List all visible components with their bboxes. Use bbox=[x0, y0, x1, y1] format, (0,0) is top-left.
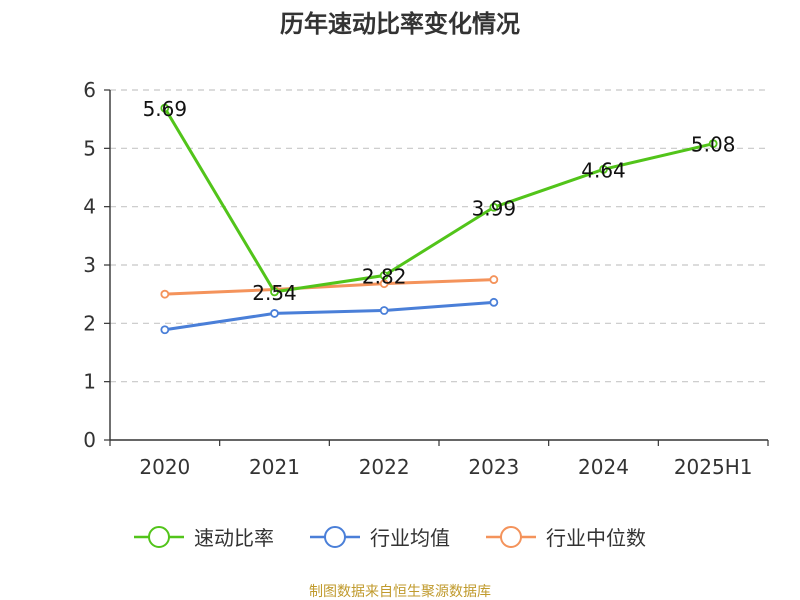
data-point[interactable] bbox=[708, 139, 718, 149]
series-line bbox=[164, 278, 494, 296]
y-tick-label: 4 bbox=[83, 195, 96, 219]
data-label: 2.82 bbox=[362, 265, 407, 289]
data-label: 4.64 bbox=[581, 158, 626, 182]
grid-lines bbox=[110, 89, 768, 383]
legend-label: 行业均值 bbox=[370, 526, 450, 550]
data-point[interactable] bbox=[160, 103, 170, 113]
x-tick-label: 2025H1 bbox=[674, 455, 753, 479]
x-tick-label: 2021 bbox=[249, 455, 300, 479]
x-tick-label: 2020 bbox=[139, 455, 190, 479]
legend-item[interactable]: 速动比率 bbox=[134, 526, 274, 550]
data-point[interactable] bbox=[270, 309, 279, 318]
data-point[interactable] bbox=[489, 275, 499, 284]
data-point[interactable] bbox=[379, 306, 389, 315]
legend-marker bbox=[324, 526, 346, 548]
data-point[interactable] bbox=[599, 164, 608, 174]
legend-item[interactable]: 行业中位数 bbox=[486, 526, 646, 550]
data-point[interactable] bbox=[489, 297, 499, 307]
data-point[interactable] bbox=[379, 271, 389, 280]
y-tick-label: 6 bbox=[83, 78, 96, 102]
y-tick-label: 3 bbox=[83, 253, 96, 277]
source-note: 制图数据来自恒生聚源数据库 bbox=[309, 584, 491, 600]
data-label: 3.99 bbox=[472, 196, 517, 220]
data-point[interactable] bbox=[489, 202, 499, 212]
data-point[interactable] bbox=[160, 289, 170, 299]
y-tick-label: 0 bbox=[83, 428, 96, 452]
chart-title: 历年速动比率变化情况 bbox=[280, 10, 520, 38]
x-tick-label: 2023 bbox=[468, 455, 519, 479]
series-line bbox=[164, 300, 494, 332]
legend-marker bbox=[500, 526, 522, 548]
data-labels: 5.69 2.54 2.82 3.99 4.64 5.08 bbox=[143, 97, 736, 305]
legend-item[interactable]: 行业均值 bbox=[310, 526, 450, 550]
y-tick-label: 1 bbox=[83, 370, 96, 394]
data-point[interactable] bbox=[160, 325, 170, 335]
series-line bbox=[163, 107, 714, 294]
data-label: 5.08 bbox=[691, 133, 736, 157]
series-layer bbox=[160, 103, 718, 335]
data-point[interactable] bbox=[379, 279, 389, 289]
legend-label: 行业中位数 bbox=[546, 526, 646, 550]
legend[interactable]: 速动比率 行业均值 行业中位数 bbox=[134, 526, 646, 550]
data-label: 5.69 bbox=[143, 97, 188, 121]
x-tick-label: 2024 bbox=[578, 455, 629, 479]
x-tick-label: 2022 bbox=[359, 455, 410, 479]
legend-marker bbox=[148, 526, 170, 548]
data-label: 2.54 bbox=[252, 281, 297, 305]
legend-label: 速动比率 bbox=[194, 526, 274, 550]
axes: 0 1 2 3 4 5 6 2020 2021 2022 2023 2024 2025H1 bbox=[83, 78, 769, 479]
data-point[interactable] bbox=[270, 287, 279, 297]
y-tick-label: 5 bbox=[83, 136, 96, 160]
y-tick-label: 2 bbox=[83, 311, 96, 335]
